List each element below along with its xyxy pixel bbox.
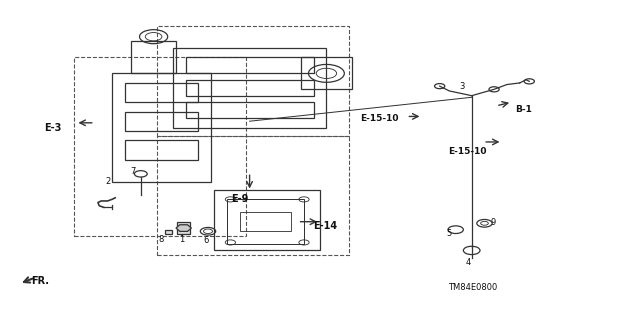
Bar xyxy=(74,57,246,236)
Text: 4: 4 xyxy=(465,258,470,267)
Text: B-1: B-1 xyxy=(515,105,532,114)
Text: E-3: E-3 xyxy=(44,122,61,133)
Text: E-15-10: E-15-10 xyxy=(360,114,398,123)
Text: 3: 3 xyxy=(460,82,465,91)
Bar xyxy=(157,26,349,136)
Text: 2: 2 xyxy=(105,177,110,186)
Text: E-15-10: E-15-10 xyxy=(448,147,486,156)
Polygon shape xyxy=(177,222,190,234)
Text: 8: 8 xyxy=(158,235,163,244)
Text: E-9: E-9 xyxy=(231,194,249,204)
Text: TM84E0800: TM84E0800 xyxy=(448,283,497,292)
Text: E-14: E-14 xyxy=(313,221,337,231)
Text: 6: 6 xyxy=(204,236,209,245)
Bar xyxy=(157,136,349,255)
Polygon shape xyxy=(165,230,172,234)
Polygon shape xyxy=(176,225,191,231)
Text: 9: 9 xyxy=(490,218,495,227)
Text: 5: 5 xyxy=(447,229,452,238)
Text: 7: 7 xyxy=(131,167,136,176)
Text: 1: 1 xyxy=(179,235,184,244)
Text: FR.: FR. xyxy=(31,276,49,286)
